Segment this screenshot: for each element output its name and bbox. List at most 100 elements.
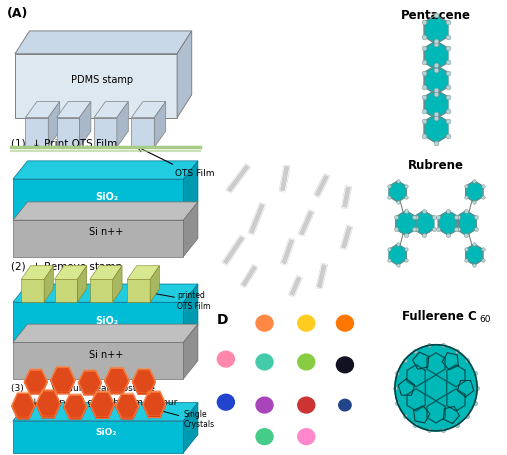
Polygon shape (79, 370, 101, 394)
Polygon shape (80, 102, 91, 148)
Polygon shape (94, 102, 128, 118)
Polygon shape (424, 115, 448, 144)
Polygon shape (113, 266, 122, 303)
Polygon shape (13, 324, 198, 343)
Text: PDMS stamp: PDMS stamp (71, 75, 133, 85)
Polygon shape (116, 393, 139, 418)
Circle shape (395, 345, 477, 431)
Polygon shape (424, 42, 448, 71)
Polygon shape (105, 367, 129, 393)
Text: SiO₂: SiO₂ (95, 192, 118, 202)
Bar (21, 280, 44, 303)
Polygon shape (389, 182, 406, 202)
Circle shape (298, 429, 315, 445)
Text: SiO₂: SiO₂ (95, 315, 118, 325)
Text: 100μm: 100μm (220, 259, 259, 269)
Polygon shape (131, 102, 166, 118)
Polygon shape (424, 66, 448, 95)
Bar (57, 118, 80, 148)
Polygon shape (424, 91, 448, 119)
Polygon shape (105, 369, 129, 394)
Circle shape (256, 354, 273, 370)
Polygon shape (184, 284, 198, 344)
Polygon shape (342, 187, 351, 209)
Circle shape (298, 397, 315, 413)
Polygon shape (289, 276, 302, 297)
Polygon shape (132, 370, 155, 394)
Polygon shape (24, 369, 47, 393)
Text: 20μm: 20μm (220, 414, 252, 424)
Polygon shape (466, 182, 483, 202)
Polygon shape (299, 211, 314, 237)
Polygon shape (154, 102, 166, 148)
Polygon shape (314, 175, 330, 198)
Circle shape (256, 429, 273, 445)
Polygon shape (13, 403, 198, 421)
Polygon shape (466, 245, 483, 265)
Polygon shape (414, 211, 434, 236)
Circle shape (256, 316, 273, 331)
Text: (2)  ↓ Remove stamp: (2) ↓ Remove stamp (11, 261, 122, 271)
Polygon shape (44, 266, 53, 303)
Polygon shape (240, 265, 258, 288)
Bar (13, 421, 184, 453)
Polygon shape (51, 366, 75, 392)
Polygon shape (389, 245, 406, 265)
Polygon shape (184, 403, 198, 453)
Text: B: B (216, 12, 227, 25)
Text: Rubrene: Rubrene (408, 159, 464, 172)
Polygon shape (150, 266, 160, 303)
Polygon shape (13, 162, 198, 180)
Bar (15, 55, 177, 118)
Polygon shape (184, 324, 198, 379)
Polygon shape (127, 266, 160, 280)
Circle shape (298, 316, 315, 331)
Polygon shape (132, 369, 155, 393)
Polygon shape (143, 391, 166, 416)
Bar (131, 118, 154, 148)
Text: D: D (216, 312, 228, 326)
Polygon shape (79, 371, 101, 395)
Text: printed
OTS Film: printed OTS Film (177, 291, 210, 310)
Polygon shape (24, 370, 47, 394)
Polygon shape (36, 391, 60, 418)
Polygon shape (222, 236, 245, 265)
Circle shape (218, 394, 234, 410)
Polygon shape (55, 266, 87, 280)
Bar (127, 280, 150, 303)
Bar (25, 118, 48, 148)
Polygon shape (90, 266, 122, 280)
Polygon shape (36, 389, 60, 416)
Polygon shape (177, 32, 192, 118)
Polygon shape (438, 211, 458, 236)
Bar (90, 280, 113, 303)
Polygon shape (116, 394, 139, 419)
Polygon shape (90, 392, 115, 419)
Polygon shape (13, 202, 198, 221)
Bar (55, 280, 78, 303)
Text: SiO₂: SiO₂ (96, 427, 117, 436)
Text: Single
Crystals: Single Crystals (184, 409, 214, 428)
Circle shape (256, 397, 273, 413)
Bar (13, 221, 184, 257)
Polygon shape (396, 211, 416, 236)
Polygon shape (78, 266, 87, 303)
Text: (3)  ↓ 1. Vacuum-seal substrate: (3) ↓ 1. Vacuum-seal substrate (11, 383, 155, 392)
Text: Si n++: Si n++ (89, 226, 124, 236)
Polygon shape (248, 203, 265, 235)
Polygon shape (57, 102, 91, 118)
Polygon shape (456, 211, 476, 236)
Polygon shape (12, 394, 35, 419)
Polygon shape (12, 392, 35, 418)
Polygon shape (143, 392, 166, 418)
Polygon shape (48, 102, 60, 148)
Text: Fullerene C: Fullerene C (402, 309, 477, 322)
Polygon shape (15, 32, 192, 55)
Bar (13, 343, 184, 379)
Text: OTS Film: OTS Film (175, 168, 214, 177)
Bar (13, 180, 184, 221)
Polygon shape (279, 166, 290, 192)
Polygon shape (64, 395, 87, 419)
Polygon shape (64, 394, 87, 418)
Circle shape (298, 354, 315, 370)
